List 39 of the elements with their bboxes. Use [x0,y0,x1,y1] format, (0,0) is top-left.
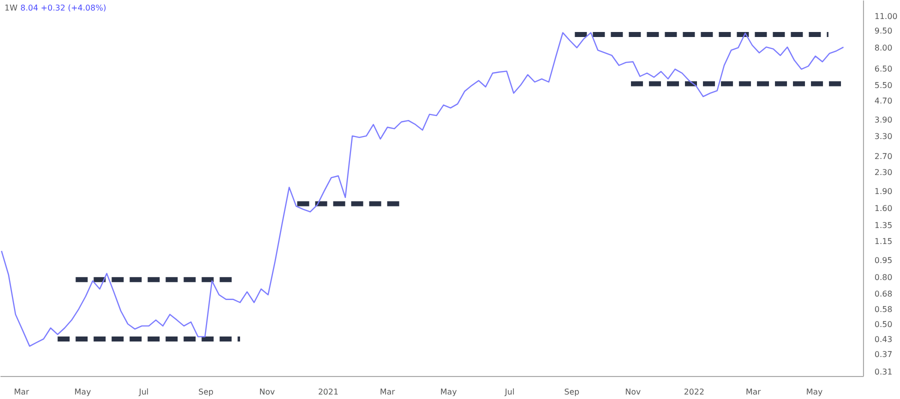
x-tick-label: Sep [564,388,580,396]
x-tick-label: May [806,388,823,396]
x-tick-label: Sep [198,388,214,396]
x-tick-label: Jul [504,388,515,396]
y-tick-label: 0.68 [874,289,892,298]
x-tick-label: 2022 [684,388,704,396]
y-tick-label: 1.35 [874,220,892,230]
x-tick-label: May [440,388,458,396]
y-tick-label: 0.43 [874,334,892,344]
y-tick-label: 3.90 [874,115,892,124]
y-tick-label: 1.90 [874,186,892,196]
x-tick-label: Jul [138,388,149,396]
y-tick-label: 1.60 [874,204,892,214]
y-tick-label: 0.31 [874,368,892,377]
y-tick-label: 8.00 [874,44,892,53]
y-tick-label: 0.58 [874,305,892,314]
chart-subtitle: 8.04 +0.32 (+4.08%) [20,4,106,12]
x-tick-label: May [74,388,92,396]
y-tick-label: 0.50 [874,320,892,329]
x-tick-label: Nov [625,388,642,396]
y-tick-label: 11.00 [874,12,898,21]
y-tick-label: 0.95 [874,256,892,265]
y-tick-label: 1.15 [874,236,892,246]
x-tick-label: Nov [259,388,276,396]
y-tick-label: 2.30 [874,168,892,177]
x-tick-label: Mar [380,388,396,396]
y-tick-label: 0.37 [874,350,892,359]
y-tick-label: 5.50 [874,81,892,90]
y-tick-label: 6.50 [874,64,892,74]
x-tick-label: Mar [746,388,762,396]
y-tick-label: 9.50 [874,26,892,36]
y-tick-label: 3.30 [874,132,892,141]
chart-title: 1W [4,4,18,12]
x-tick-label: Mar [14,388,30,396]
x-tick-label: 2021 [318,388,338,396]
y-tick-label: 4.70 [874,96,892,106]
y-tick-label: 0.80 [874,273,892,282]
y-tick-label: 2.70 [874,152,892,161]
line-series [0,32,844,347]
